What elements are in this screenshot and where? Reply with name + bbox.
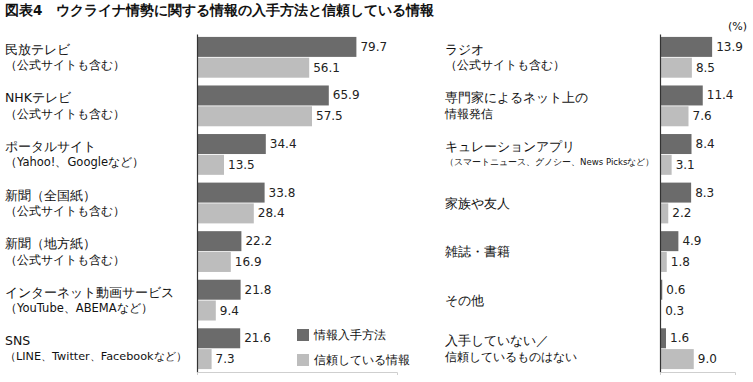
legend-swatch — [297, 354, 309, 366]
data-label: 21.8 — [245, 283, 272, 297]
category-label: ラジオ（公式サイトも含む） — [445, 42, 565, 73]
bar — [197, 37, 356, 57]
bar — [197, 58, 309, 78]
data-label: 56.1 — [313, 61, 340, 75]
bar — [197, 183, 265, 203]
category-axis-line — [660, 35, 661, 373]
bar — [197, 106, 312, 126]
data-label: 16.9 — [235, 255, 262, 269]
bar — [197, 349, 212, 369]
legend-swatch — [297, 329, 309, 341]
category-label: キュレーションアプリ（スマートニュース、グノシー、News Picksなど） — [445, 139, 654, 168]
bar — [197, 328, 240, 348]
category-axis — [660, 35, 661, 373]
data-label: 0.3 — [665, 304, 684, 318]
category-label: 民放テレビ（公式サイトも含む） — [5, 42, 125, 73]
bars — [197, 37, 356, 369]
bars — [660, 37, 712, 369]
data-label: 3.1 — [676, 158, 695, 172]
bar — [197, 134, 266, 154]
value-axis-line — [198, 373, 398, 376]
category-label: 家族や友人 — [445, 196, 510, 211]
category-label: 新聞（地方紙）（公式サイトも含む） — [5, 236, 125, 267]
bar — [660, 155, 672, 175]
bar — [660, 203, 668, 223]
panel: 図表4 ウクライナ情勢に関する情報の入手方法と信頼している情報 79.7 65.9 3… — [5, 2, 435, 375]
bar — [660, 134, 692, 154]
bar — [197, 252, 231, 272]
bar — [660, 106, 689, 126]
category-label: インターネット動画サービス（YouTube、ABEMAなど） — [5, 285, 174, 316]
chart-root: 図表4 ウクライナ情勢に関する情報の入手方法と信頼している情報 79.7 65.9 3… — [0, 0, 753, 382]
category-axis-line — [197, 35, 198, 373]
data-label: 7.3 — [216, 352, 235, 366]
bar — [660, 349, 694, 369]
data-label: 2.2 — [672, 206, 691, 220]
data-label: 1.8 — [671, 255, 690, 269]
category-label: NHKテレビ（公式サイトも含む） — [5, 90, 125, 121]
chart-subtitle: (%) — [728, 20, 747, 33]
category-label: SNS（LINE、Twitter、Facebookなど） — [5, 333, 187, 363]
value-axis-line — [661, 373, 736, 376]
value-axis — [198, 373, 398, 376]
category-label: その他 — [445, 293, 484, 308]
legend: 情報入手方法信頼している情報 — [297, 328, 410, 367]
data-label: 9.0 — [698, 352, 717, 366]
value-axis — [661, 373, 736, 376]
data-label: 1.6 — [670, 331, 689, 345]
bar — [660, 183, 691, 203]
legend-label: 信頼している情報 — [314, 353, 410, 367]
data-label: 4.9 — [682, 234, 701, 248]
data-label: 13.5 — [228, 158, 255, 172]
bar — [660, 85, 703, 105]
chart-title: 図表4 ウクライナ情勢に関する情報の入手方法と信頼している情報 — [5, 2, 435, 18]
bar — [197, 280, 241, 300]
data-label: 0.6 — [666, 283, 685, 297]
category-label: 専門家によるネット上の情報発信 — [444, 90, 588, 121]
bar — [197, 231, 241, 251]
category-label: ポータルサイト（Yahoo!、Googleなど） — [5, 139, 144, 170]
bar — [197, 85, 329, 105]
legend-label: 情報入手方法 — [313, 328, 386, 342]
bar — [660, 231, 678, 251]
bar — [197, 203, 254, 223]
category-label: 雑誌・書籍 — [445, 244, 510, 259]
data-label: 22.2 — [245, 234, 272, 248]
data-label: 8.4 — [696, 137, 715, 151]
bar — [660, 58, 692, 78]
data-label: 28.4 — [258, 206, 285, 220]
data-label: 65.9 — [333, 88, 360, 102]
data-label: 33.8 — [269, 186, 296, 200]
data-label: 8.3 — [695, 186, 714, 200]
data-label: 57.5 — [316, 109, 343, 123]
data-label: 34.4 — [270, 137, 297, 151]
category-label: 新聞（全国紙）（公式サイトも含む） — [5, 188, 125, 219]
bar — [197, 155, 224, 175]
data-label: 13.9 — [716, 40, 743, 54]
data-label: 7.6 — [693, 109, 712, 123]
bar — [660, 37, 712, 57]
data-label: 8.5 — [696, 61, 715, 75]
panel: (%) 13.9 11.4 8.4 8.3 4.9 0.6 1.6 8.5 7.6 3.1 2.2 1.… — [444, 20, 747, 375]
data-label: 79.7 — [360, 40, 387, 54]
category-label: 入手していない／信頼しているものはない — [445, 333, 577, 364]
data-label: 21.6 — [244, 331, 271, 345]
bar — [197, 301, 216, 321]
data-label: 9.4 — [220, 304, 239, 318]
data-label: 11.4 — [707, 88, 734, 102]
category-axis — [197, 35, 198, 373]
